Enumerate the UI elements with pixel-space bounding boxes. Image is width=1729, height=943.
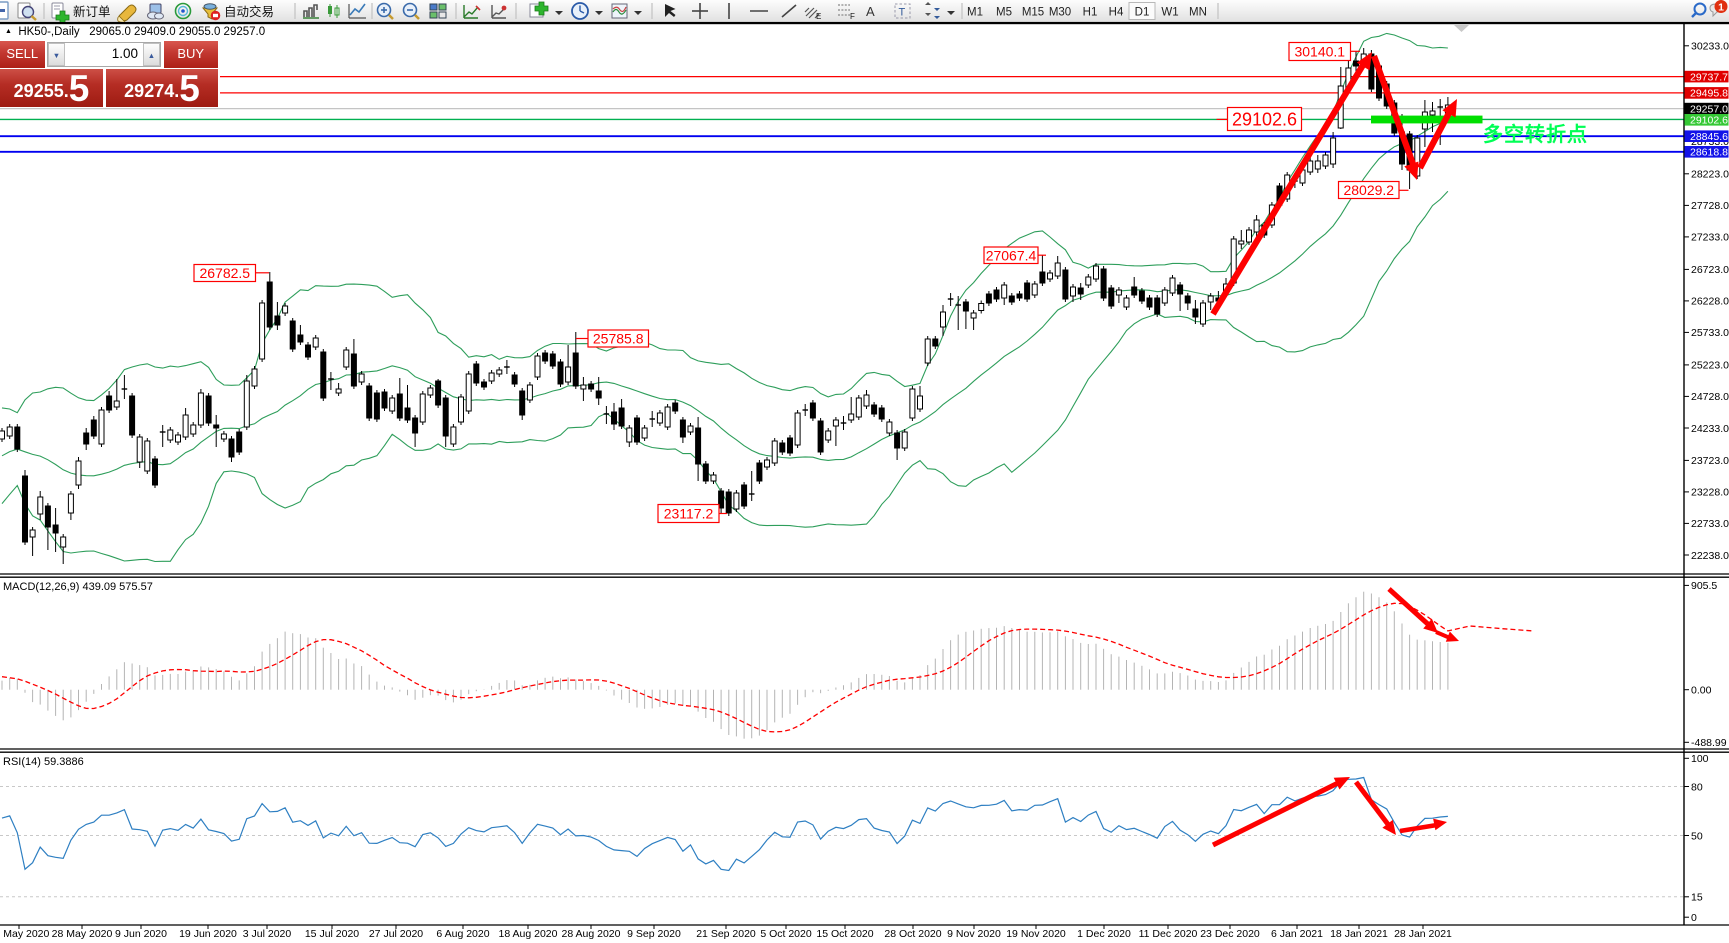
svg-text:M5: M5 bbox=[996, 7, 1012, 19]
svg-text:T: T bbox=[899, 7, 906, 19]
svg-text:MN: MN bbox=[1189, 7, 1207, 19]
svg-text:28 Aug 2020: 28 Aug 2020 bbox=[562, 928, 621, 940]
svg-text:6 Jan 2021: 6 Jan 2021 bbox=[1271, 928, 1323, 940]
svg-text:23 Dec 2020: 23 Dec 2020 bbox=[1200, 928, 1260, 940]
svg-text:29102.6: 29102.6 bbox=[1690, 115, 1728, 127]
svg-text:H1: H1 bbox=[1083, 7, 1098, 19]
svg-text:6 Aug 2020: 6 Aug 2020 bbox=[436, 928, 489, 940]
svg-text:25223.0: 25223.0 bbox=[1691, 360, 1729, 372]
svg-text:1: 1 bbox=[1718, 2, 1724, 14]
svg-text:19 Jun 2020: 19 Jun 2020 bbox=[179, 928, 237, 940]
svg-text:M1: M1 bbox=[967, 7, 983, 19]
svg-text:26782.5: 26782.5 bbox=[199, 265, 250, 281]
svg-text:26723.0: 26723.0 bbox=[1691, 264, 1729, 276]
svg-text:15: 15 bbox=[1691, 892, 1703, 904]
svg-text:21 Sep 2020: 21 Sep 2020 bbox=[696, 928, 756, 940]
svg-text:27233.0: 27233.0 bbox=[1691, 232, 1729, 244]
svg-text:M15: M15 bbox=[1022, 7, 1044, 19]
svg-text:5 Oct 2020: 5 Oct 2020 bbox=[760, 928, 812, 940]
svg-text:0.00: 0.00 bbox=[1691, 685, 1712, 697]
svg-text:18 Aug 2020: 18 Aug 2020 bbox=[499, 928, 558, 940]
svg-text:自动交易: 自动交易 bbox=[224, 4, 274, 19]
svg-text:W1: W1 bbox=[1161, 7, 1178, 19]
svg-text:15 Jul 2020: 15 Jul 2020 bbox=[305, 928, 359, 940]
svg-text:28 Oct 2020: 28 Oct 2020 bbox=[884, 928, 941, 940]
svg-text:15 Oct 2020: 15 Oct 2020 bbox=[816, 928, 873, 940]
svg-text:H4: H4 bbox=[1109, 7, 1124, 19]
svg-text:25733.0: 25733.0 bbox=[1691, 327, 1729, 339]
svg-text:27067.4: 27067.4 bbox=[986, 247, 1037, 263]
svg-text:27728.0: 27728.0 bbox=[1691, 200, 1729, 212]
svg-text:24728.0: 24728.0 bbox=[1691, 391, 1729, 403]
svg-text:0: 0 bbox=[1691, 912, 1697, 924]
svg-text:23723.0: 23723.0 bbox=[1691, 455, 1729, 467]
svg-text:1 Dec 2020: 1 Dec 2020 bbox=[1077, 928, 1131, 940]
svg-text:9 Nov 2020: 9 Nov 2020 bbox=[947, 928, 1001, 940]
svg-text:11 Dec 2020: 11 Dec 2020 bbox=[1139, 928, 1198, 940]
svg-text:80: 80 bbox=[1691, 781, 1703, 793]
svg-text:F: F bbox=[850, 12, 855, 21]
svg-text:9 Jun 2020: 9 Jun 2020 bbox=[115, 928, 167, 940]
svg-text:28618.8: 28618.8 bbox=[1690, 147, 1728, 159]
svg-text:50: 50 bbox=[1691, 830, 1703, 842]
svg-text:18 May 2020: 18 May 2020 bbox=[0, 928, 50, 940]
svg-text:28223.0: 28223.0 bbox=[1691, 169, 1729, 181]
svg-text:多空转折点: 多空转折点 bbox=[1483, 122, 1588, 146]
svg-text:19 Nov 2020: 19 Nov 2020 bbox=[1006, 928, 1066, 940]
svg-text:A: A bbox=[866, 4, 875, 19]
svg-text:26228.0: 26228.0 bbox=[1691, 296, 1729, 308]
svg-text:29102.6: 29102.6 bbox=[1232, 110, 1297, 130]
svg-text:23228.0: 23228.0 bbox=[1691, 487, 1729, 499]
svg-text:29737.7: 29737.7 bbox=[1690, 71, 1728, 83]
svg-text:22733.0: 22733.0 bbox=[1691, 518, 1729, 530]
svg-text:29257.0: 29257.0 bbox=[1690, 103, 1728, 115]
svg-text:23117.2: 23117.2 bbox=[664, 506, 714, 522]
svg-text:905.5: 905.5 bbox=[1691, 580, 1717, 592]
svg-text:-488.99: -488.99 bbox=[1691, 737, 1727, 749]
svg-text:28029.2: 28029.2 bbox=[1343, 182, 1394, 198]
svg-text:28 May 2020: 28 May 2020 bbox=[52, 928, 113, 940]
svg-text:M30: M30 bbox=[1049, 7, 1071, 19]
svg-text:D1: D1 bbox=[1135, 7, 1150, 19]
svg-text:18 Jan 2021: 18 Jan 2021 bbox=[1330, 928, 1388, 940]
svg-text:25785.8: 25785.8 bbox=[593, 331, 644, 347]
svg-text:28845.6: 28845.6 bbox=[1690, 131, 1728, 143]
svg-text:E: E bbox=[816, 12, 821, 21]
svg-text:MACD(12,26,9) 439.09 575.57: MACD(12,26,9) 439.09 575.57 bbox=[3, 581, 153, 593]
svg-text:30233.0: 30233.0 bbox=[1691, 41, 1729, 53]
svg-text:3 Jul 2020: 3 Jul 2020 bbox=[243, 928, 292, 940]
svg-text:RSI(14) 59.3886: RSI(14) 59.3886 bbox=[3, 756, 84, 768]
svg-text:29495.8: 29495.8 bbox=[1690, 88, 1728, 100]
svg-text:30140.1: 30140.1 bbox=[1294, 44, 1345, 60]
svg-text:9 Sep 2020: 9 Sep 2020 bbox=[627, 928, 681, 940]
svg-text:100: 100 bbox=[1691, 753, 1709, 765]
svg-text:27 Jul 2020: 27 Jul 2020 bbox=[369, 928, 423, 940]
svg-text:22238.0: 22238.0 bbox=[1691, 550, 1729, 562]
svg-text:28 Jan 2021: 28 Jan 2021 bbox=[1394, 928, 1452, 940]
svg-text:24233.0: 24233.0 bbox=[1691, 423, 1729, 435]
svg-text:新订单: 新订单 bbox=[73, 4, 111, 19]
